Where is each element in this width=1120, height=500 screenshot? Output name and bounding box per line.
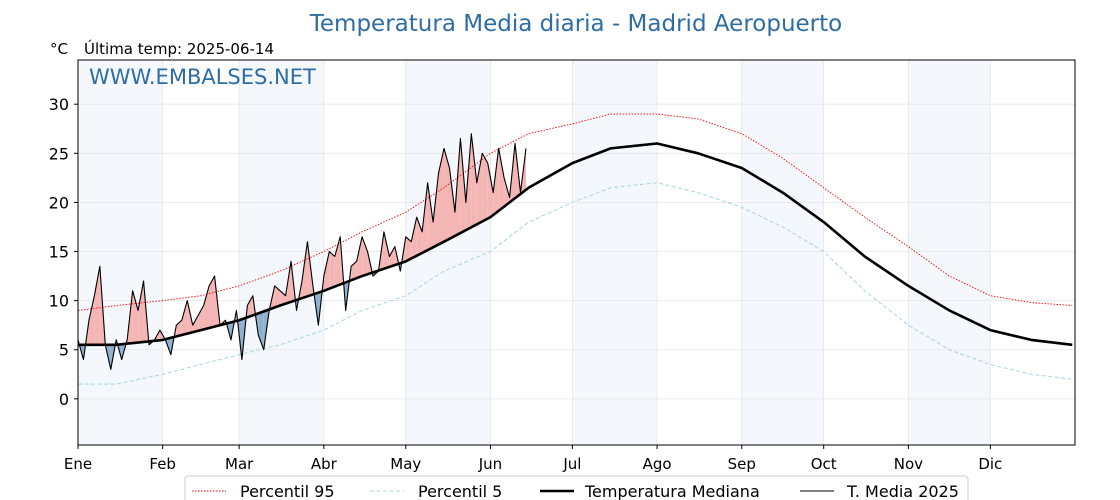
anomaly-fill — [356, 236, 363, 279]
anomaly-fill — [274, 285, 281, 308]
legend-label-temperatura-mediana: Temperatura Mediana — [584, 482, 760, 500]
x-tick-label-oct: Oct — [811, 455, 837, 473]
month-band-jul — [572, 60, 658, 445]
last-temp-label: Última temp: 2025-06-14 — [84, 39, 274, 58]
axes: 0 5 10 15 20 25 30 Ene Feb Mar Abr May Jun Jul Ago Sep O… — [49, 95, 1003, 473]
legend-frame — [184, 475, 969, 500]
month-band-ene — [78, 60, 163, 445]
anomaly-fill — [351, 261, 357, 281]
anomaly-fill — [258, 311, 264, 350]
anomaly-fill — [416, 217, 423, 256]
anomaly-fill — [504, 177, 510, 207]
x-tick-label-jun: Jun — [478, 455, 502, 473]
anomaly-fill — [411, 217, 417, 259]
month-band-sep — [741, 60, 824, 445]
anomaly-fill — [138, 280, 144, 343]
plot-frame — [77, 59, 1076, 446]
anomaly-fill — [181, 300, 188, 335]
series-lines — [77, 113, 1073, 385]
anomaly-fill — [482, 153, 488, 222]
x-tick-label-nov: Nov — [894, 455, 923, 473]
anomaly-fill — [460, 138, 466, 234]
anomaly-fill — [449, 168, 455, 239]
anomaly-fill — [132, 290, 139, 344]
anomaly-fill — [433, 172, 439, 248]
x-tick-label-mar: Mar — [225, 455, 254, 473]
anomaly-fill — [389, 246, 395, 267]
anomaly-fill — [362, 236, 368, 277]
anomaly-fill — [334, 236, 341, 287]
y-tick-label: 0 — [59, 390, 69, 409]
series-line-percentil-5 — [78, 182, 1073, 385]
watermark: WWW.EMBALSES.NET — [89, 65, 316, 89]
x-tick-label-feb: Feb — [149, 455, 176, 473]
y-tick-label: 10 — [49, 292, 69, 311]
anomaly-fill — [329, 251, 335, 289]
legend-label-percentil-5: Percentil 5 — [418, 482, 502, 500]
anomaly-fill — [203, 285, 210, 330]
unit-label: °C — [50, 40, 68, 58]
grid — [77, 60, 1075, 445]
month-bands — [78, 60, 991, 445]
anomaly-fill — [422, 182, 428, 253]
anomaly-fill — [487, 163, 494, 219]
legend: Percentil 95 Percentil 5 Temperatura Media… — [184, 475, 969, 500]
y-tick-label: 25 — [49, 144, 69, 163]
anomaly-fill — [383, 231, 390, 269]
anomaly-fill — [471, 133, 477, 228]
month-band-nov — [908, 60, 991, 445]
anomaly-fill — [301, 241, 308, 299]
anomaly-fill — [198, 305, 204, 331]
y-tick-label: 15 — [49, 243, 69, 262]
anomaly-fill — [438, 148, 445, 245]
series-line-t-media-2025 — [77, 133, 527, 370]
anomaly-fill — [427, 182, 434, 251]
x-tick-label-abr: Abr — [311, 455, 338, 473]
anomaly-fill — [498, 148, 505, 211]
anomaly-fill — [444, 148, 450, 242]
y-tick-label: 5 — [59, 341, 69, 360]
series-line-temperatura-mediana — [78, 142, 1073, 347]
month-band-mar — [239, 60, 324, 445]
x-tick-label-ene: Ene — [64, 455, 92, 473]
series-line-percentil-95 — [77, 113, 1073, 311]
anomaly-fill — [94, 266, 100, 345]
anomaly-fills — [78, 133, 526, 370]
anomaly-fill — [247, 295, 253, 318]
anomaly-fill — [280, 290, 286, 306]
anomaly-fill — [209, 276, 215, 328]
x-tick-label-ago: Ago — [643, 455, 672, 473]
anomaly-fill — [192, 315, 199, 333]
anomaly-fill — [323, 251, 330, 291]
chart-title: Temperatura Media diaria - Madrid Aeropu… — [309, 11, 842, 37]
x-tick-label-sep: Sep — [728, 455, 756, 473]
anomaly-fill — [88, 295, 95, 345]
y-tick-label: 20 — [49, 193, 69, 212]
y-tick-label: 30 — [49, 95, 69, 114]
legend-label-percentil-95: Percentil 95 — [240, 482, 335, 500]
x-tick-label-dic: Dic — [978, 455, 1002, 473]
anomaly-fill — [493, 148, 499, 216]
anomaly-fill — [405, 236, 412, 262]
anomaly-fill — [476, 153, 483, 225]
x-tick-label-may: May — [390, 455, 421, 473]
x-tick-label-jul: Jul — [562, 455, 581, 473]
legend-label-t-media-2025: T. Media 2025 — [846, 482, 959, 500]
